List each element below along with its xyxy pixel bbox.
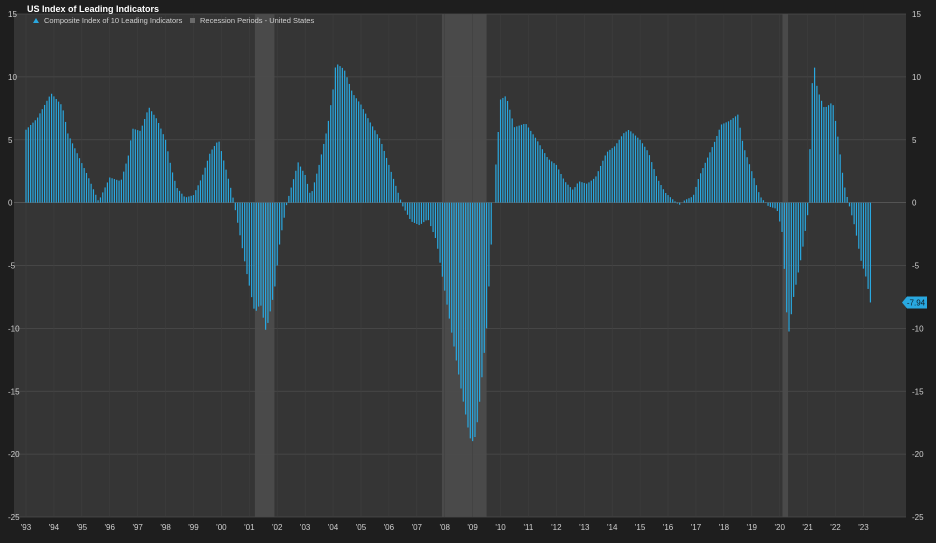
x-tick-label: '16: [663, 523, 674, 532]
x-tick-label: '04: [328, 523, 339, 532]
x-tick-label: '12: [551, 523, 562, 532]
x-tick-label: '17: [691, 523, 702, 532]
y-tick-label-left: 0: [8, 199, 13, 208]
y-tick-label-left: -25: [8, 513, 20, 522]
x-tick-label: '03: [300, 523, 311, 532]
x-tick-label: '06: [384, 523, 395, 532]
x-tick-label: '23: [858, 523, 869, 532]
x-tick-label: '98: [160, 523, 171, 532]
legend-label-recession: Recession Periods - United States: [200, 16, 314, 25]
legend-marker-recession: [190, 18, 195, 23]
x-tick-label: '09: [467, 523, 478, 532]
x-tick-label: '19: [747, 523, 758, 532]
y-tick-label-left: 10: [8, 73, 17, 82]
x-axis: '93 '94 '95 '96 '97 '98 '99 '00 '01 '02 '03 '04 '05 '…: [21, 523, 869, 532]
y-tick-label-right: 10: [912, 73, 921, 82]
bar-layer: [25, 64, 872, 442]
x-tick-label: '99: [188, 523, 199, 532]
x-tick-label: '20: [774, 523, 785, 532]
x-tick-label: '18: [719, 523, 730, 532]
y-tick-label-left: 15: [8, 10, 17, 19]
x-tick-label: '21: [802, 523, 813, 532]
y-axis-left: 15 10 5 0 -5 -10 -15 -20 -25: [8, 10, 20, 522]
legend: Composite Index of 10 Leading Indicators…: [33, 16, 314, 25]
x-tick-label: '15: [635, 523, 646, 532]
y-tick-label-right: -25: [912, 513, 924, 522]
y-tick-label-right: 15: [912, 10, 921, 19]
y-tick-label-left: -15: [8, 387, 20, 396]
x-tick-label: '08: [440, 523, 451, 532]
legend-marker-composite: [33, 18, 39, 23]
y-tick-label-left: 5: [8, 136, 13, 145]
legend-label-composite: Composite Index of 10 Leading Indicators: [44, 16, 183, 25]
last-value-label: -7.94: [907, 298, 926, 307]
x-tick-label: '93: [21, 523, 32, 532]
y-tick-label-right: -5: [912, 262, 920, 271]
last-value-callout: -7.94: [902, 296, 927, 309]
y-tick-label-right: -20: [912, 450, 924, 459]
x-tick-label: '00: [216, 523, 227, 532]
chart-title: US Index of Leading Indicators: [27, 4, 159, 14]
x-tick-label: '10: [495, 523, 506, 532]
x-tick-label: '14: [607, 523, 618, 532]
x-tick-label: '96: [105, 523, 116, 532]
y-tick-label-right: -10: [912, 324, 924, 333]
x-tick-label: '02: [272, 523, 283, 532]
x-tick-label: '97: [132, 523, 143, 532]
y-axis-right: 15 10 5 0 -5 -10 -15 -20 -25: [912, 10, 924, 522]
x-tick-label: '11: [524, 523, 534, 532]
x-tick-label: '13: [579, 523, 590, 532]
x-tick-label: '05: [356, 523, 367, 532]
y-tick-label-left: -10: [8, 324, 20, 333]
y-tick-label-left: -20: [8, 450, 20, 459]
x-tick-label: '95: [77, 523, 88, 532]
y-tick-label-right: 5: [912, 136, 917, 145]
x-tick-label: '01: [244, 523, 255, 532]
x-tick-label: '22: [830, 523, 841, 532]
x-tick-label: '07: [412, 523, 423, 532]
y-tick-label-right: -15: [912, 387, 924, 396]
x-tick-label: '94: [49, 523, 60, 532]
last-value-badge: [902, 296, 927, 309]
y-tick-label-right: 0: [912, 199, 917, 208]
y-tick-label-left: -5: [8, 262, 16, 271]
